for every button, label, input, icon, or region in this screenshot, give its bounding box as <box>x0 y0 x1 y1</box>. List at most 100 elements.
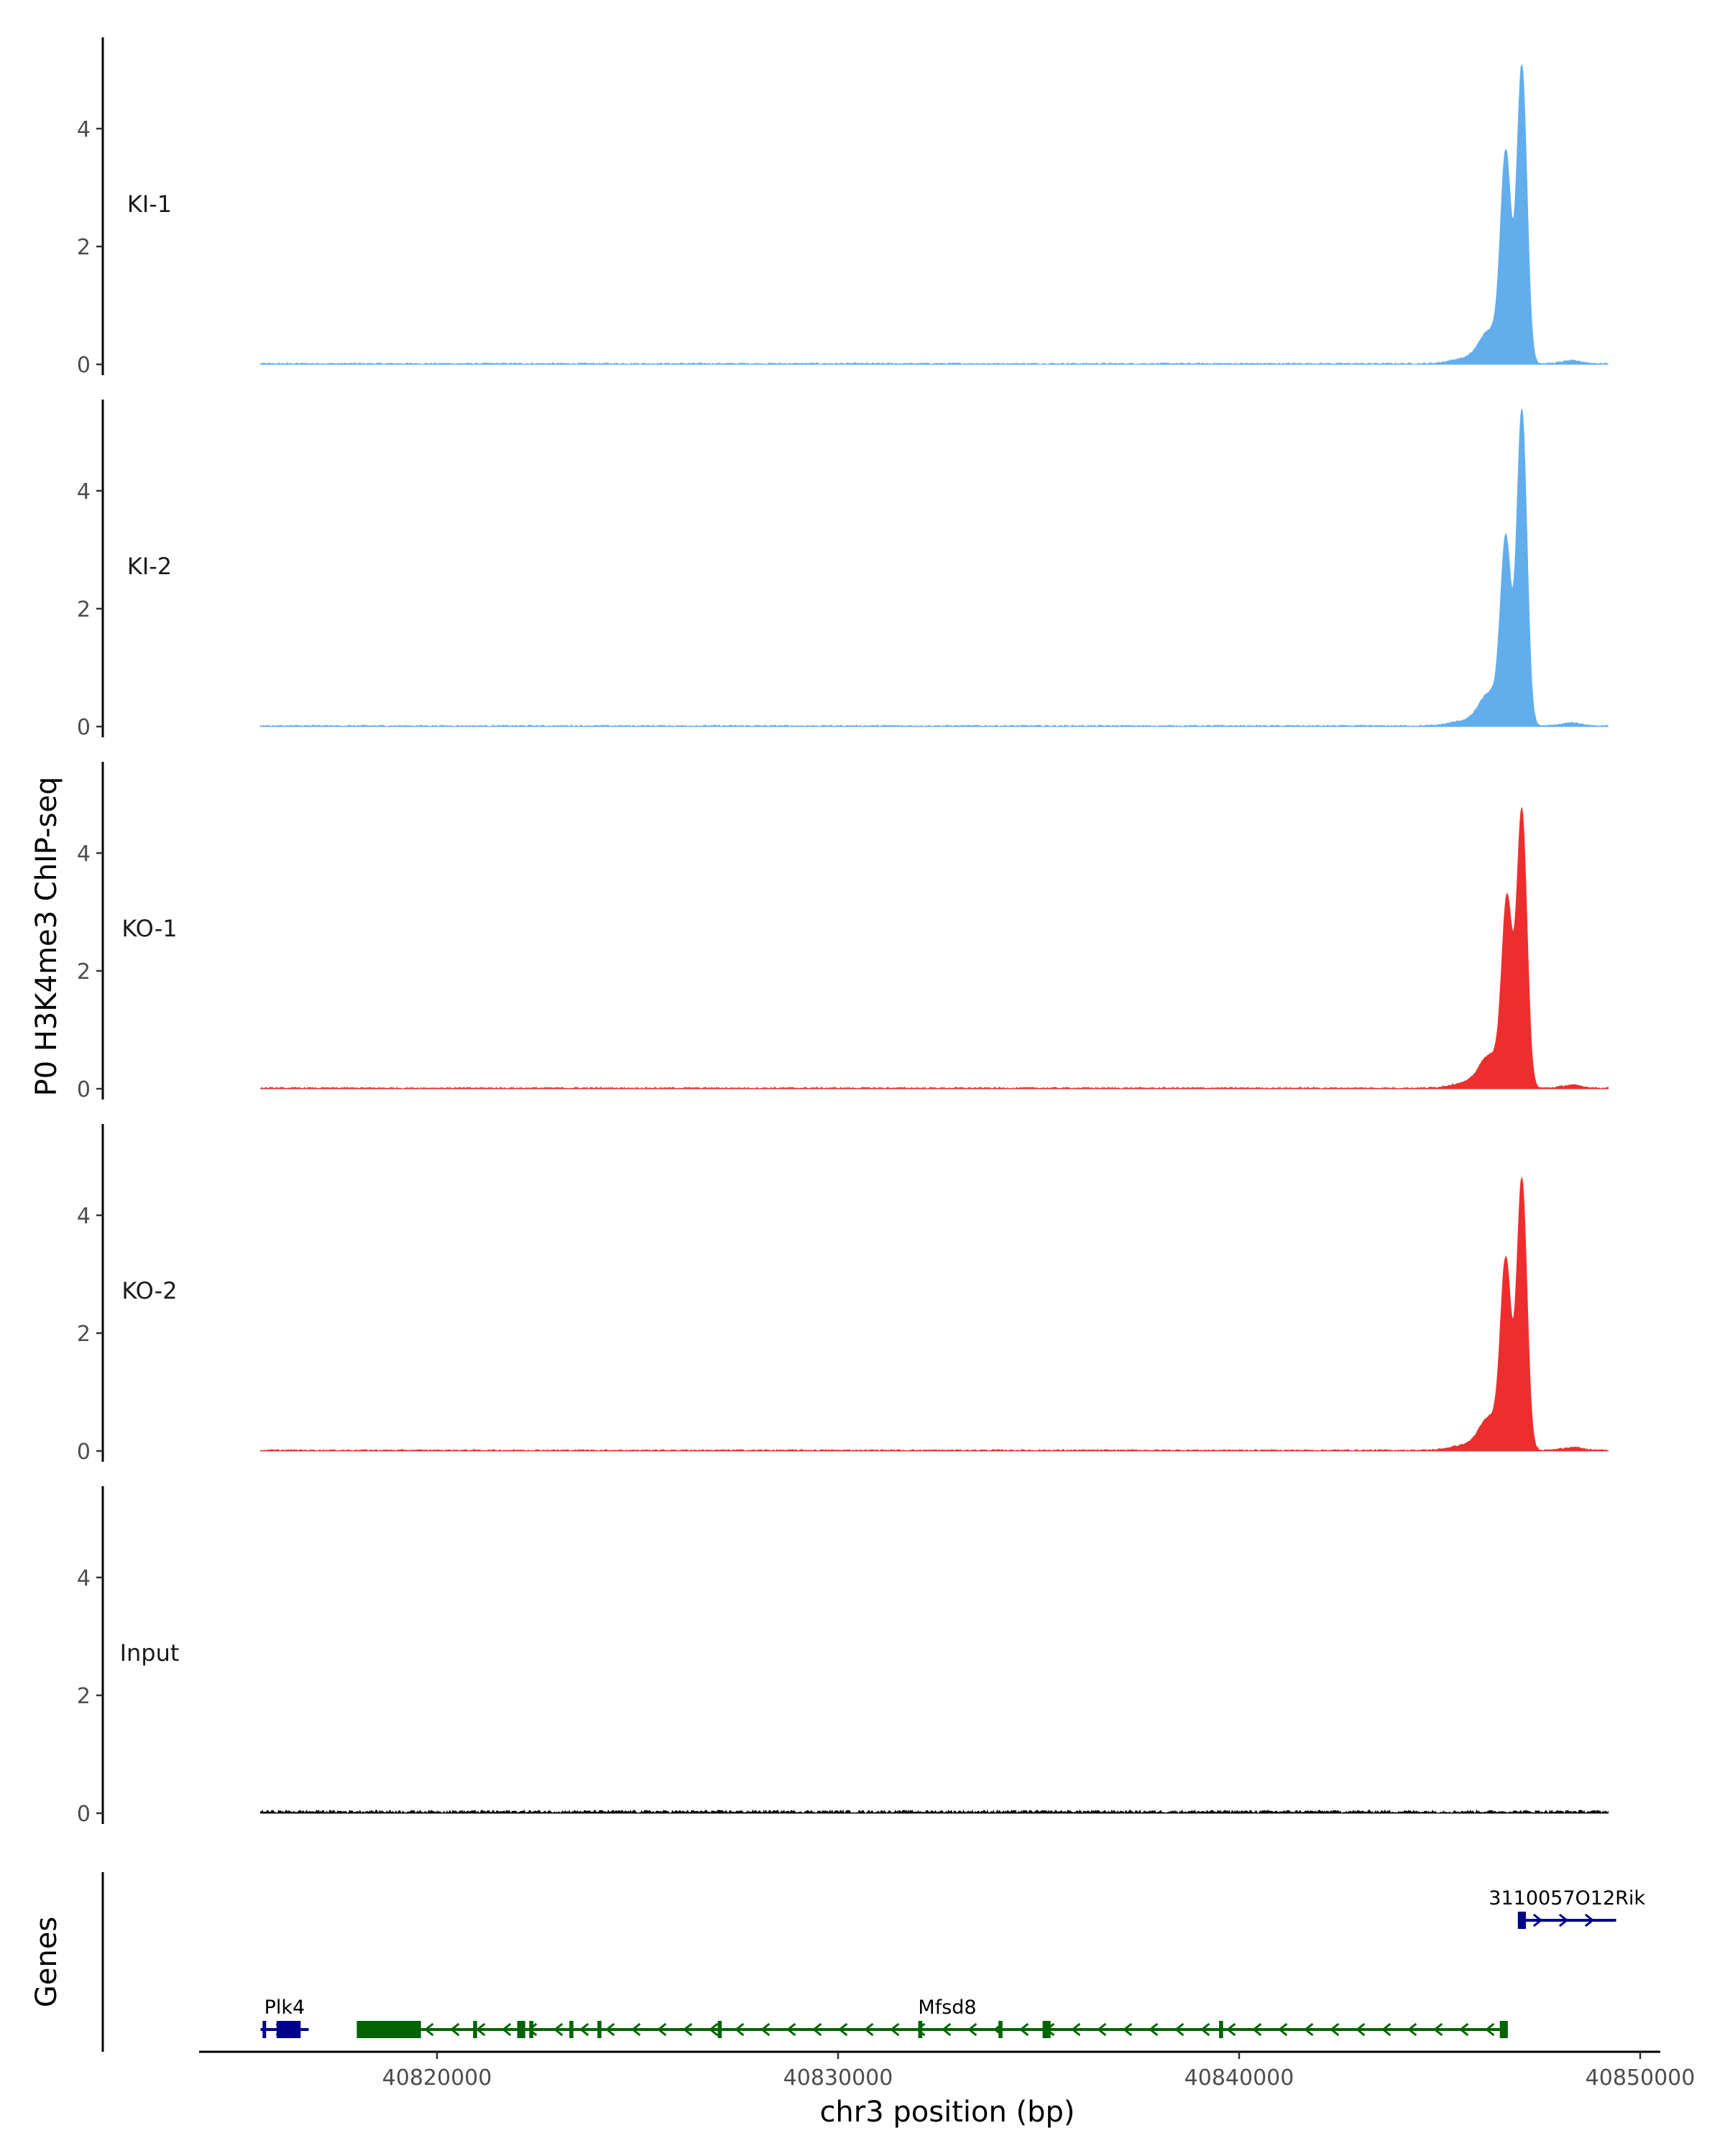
gene-label: 3110057O12Rik <box>1489 1887 1645 1909</box>
y-tick-label: 2 <box>77 235 91 260</box>
track-label: KO-1 <box>121 915 177 942</box>
exon <box>1219 2021 1223 2038</box>
exon <box>473 2021 477 2038</box>
strand-arrow <box>1018 2022 1029 2037</box>
y-tick-label: 4 <box>77 1204 91 1229</box>
gene-label: Plk4 <box>264 1996 305 2019</box>
strand-arrow <box>1225 2022 1236 2037</box>
coverage-area <box>260 408 1609 727</box>
strand-arrow <box>579 2022 589 2037</box>
strand-arrow <box>786 2022 796 2037</box>
strand-arrow <box>1174 2022 1184 2037</box>
y-tick-label: 4 <box>77 842 91 867</box>
x-tick-label: 40840000 <box>1184 2065 1294 2091</box>
track-label: KO-2 <box>121 1277 177 1304</box>
strand-arrow <box>708 2022 719 2037</box>
strand-arrow <box>1381 2022 1392 2037</box>
track-label: KI-1 <box>127 190 172 218</box>
strand-arrow <box>604 2022 615 2037</box>
exon <box>356 2021 421 2038</box>
exon <box>717 2021 722 2038</box>
coverage-tracks: 0 2 4 KI-1 0 2 4 KI-2 0 2 4 KO-1 0 2 4 KO-2 0 2 4 Input <box>77 37 1609 1827</box>
strand-arrow <box>1558 1913 1569 1927</box>
y-tick-label: 4 <box>77 1566 91 1591</box>
y-tick-label: 2 <box>77 1322 91 1347</box>
strand-arrow <box>1584 1913 1595 1927</box>
exon <box>276 2021 301 2038</box>
y-tick-label: 2 <box>77 959 91 985</box>
x-axis-title: chr3 position (bp) <box>819 2096 1075 2129</box>
strand-arrow <box>449 2022 460 2037</box>
strand-arrow <box>423 2022 434 2037</box>
gene-mfsd8: Mfsd8 <box>356 1996 1508 2038</box>
genes-label: Genes <box>30 1917 63 2007</box>
coverage-area <box>260 1177 1609 1452</box>
exon <box>1042 2021 1051 2038</box>
strand-arrow <box>1096 2022 1107 2037</box>
y-tick-label: 0 <box>77 353 91 378</box>
gene-plk4: Plk4 <box>260 1996 309 2038</box>
exon <box>918 2021 923 2038</box>
coverage-area <box>260 64 1609 365</box>
y-axis-title: P0 H3K4me3 ChIP-seq <box>30 777 63 1097</box>
strand-arrow <box>1329 2022 1340 2037</box>
strand-arrow <box>475 2022 486 2037</box>
y-tick-label: 0 <box>77 715 91 740</box>
strand-arrow <box>501 2022 512 2037</box>
exon <box>517 2021 525 2038</box>
track-ki-1: 0 2 4 KI-1 <box>77 37 1609 378</box>
strand-arrow <box>1484 2022 1495 2037</box>
strand-arrow <box>1432 2022 1443 2037</box>
strand-arrow <box>1532 1913 1543 1927</box>
track-label: KI-2 <box>127 553 172 580</box>
x-tick-label: 40830000 <box>783 2065 893 2091</box>
strand-arrow <box>1148 2022 1159 2037</box>
strand-arrow <box>734 2022 745 2037</box>
track-ko-2: 0 2 4 KO-2 <box>77 1124 1609 1465</box>
coverage-area <box>260 807 1609 1089</box>
exon <box>1499 2021 1508 2038</box>
exon <box>1517 1912 1526 1929</box>
track-input: 0 2 4 Input <box>77 1486 1609 1827</box>
gene-track: Genes 40820000 40830000 40840000 40850000 Plk… <box>30 1872 1695 2091</box>
y-tick-label: 0 <box>77 1077 91 1102</box>
strand-arrow <box>1200 2022 1210 2037</box>
track-ki-2: 0 2 4 KI-2 <box>77 400 1609 740</box>
gene-3110057o12rik: 3110057O12Rik <box>1489 1887 1645 1929</box>
strand-arrow <box>630 2022 641 2037</box>
y-tick-label: 2 <box>77 1684 91 1709</box>
strand-arrow <box>889 2022 900 2037</box>
y-tick-label: 2 <box>77 597 91 622</box>
exon <box>262 2021 267 2038</box>
y-tick-label: 0 <box>77 1439 91 1465</box>
strand-arrow <box>941 2022 952 2037</box>
strand-arrow <box>553 2022 564 2037</box>
gene-label: Mfsd8 <box>918 1996 976 2019</box>
strand-arrow <box>656 2022 667 2037</box>
strand-arrow <box>760 2022 770 2037</box>
strand-arrow <box>1070 2022 1081 2037</box>
x-tick-label: 40820000 <box>382 2065 492 2091</box>
strand-arrow <box>1122 2022 1133 2037</box>
strand-arrow <box>837 2022 848 2037</box>
y-tick-label: 4 <box>77 117 91 142</box>
coverage-area <box>260 1809 1609 1815</box>
exon <box>569 2021 574 2038</box>
strand-arrow <box>1277 2022 1288 2037</box>
y-tick-label: 4 <box>77 479 91 505</box>
strand-arrow <box>1458 2022 1469 2037</box>
strand-arrow <box>863 2022 874 2037</box>
exon <box>597 2021 602 2038</box>
exon <box>998 2021 1003 2038</box>
track-label: Input <box>120 1639 180 1667</box>
strand-arrow <box>967 2022 978 2037</box>
exon <box>529 2021 533 2038</box>
track-ko-1: 0 2 4 KO-1 <box>77 762 1609 1102</box>
strand-arrow <box>1355 2022 1366 2037</box>
strand-arrow <box>1251 2022 1262 2037</box>
x-tick-label: 40850000 <box>1586 2065 1696 2091</box>
y-tick-label: 0 <box>77 1802 91 1827</box>
strand-arrow <box>682 2022 693 2037</box>
strand-arrow <box>811 2022 822 2037</box>
